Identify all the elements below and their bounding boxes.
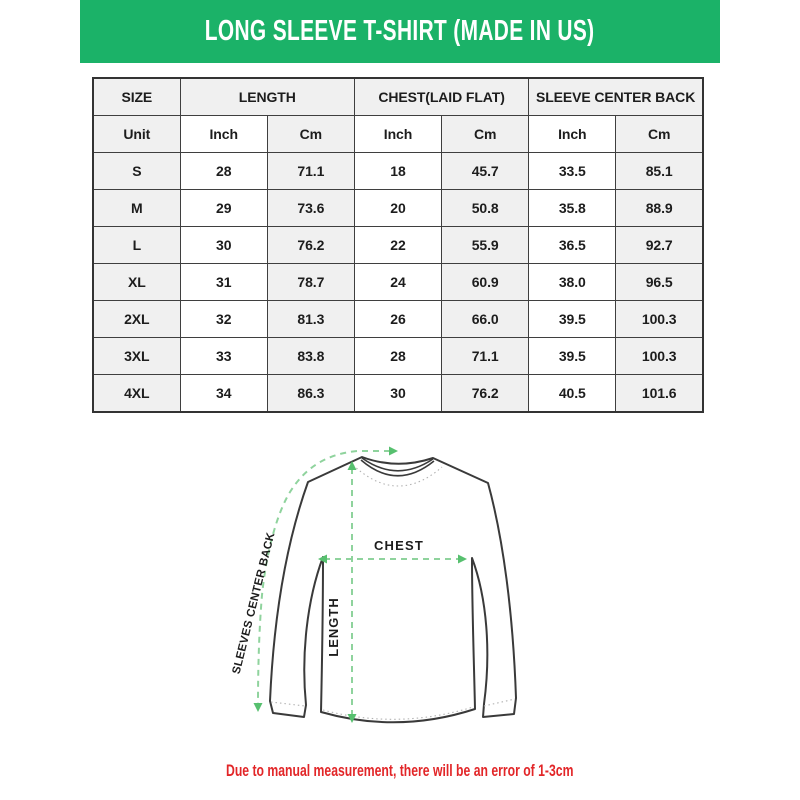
unit-header-row: Unit Inch Cm Inch Cm Inch Cm bbox=[92, 115, 704, 153]
col-header-chest: CHEST(LAID FLAT) bbox=[353, 77, 530, 116]
value-cell: 28 bbox=[353, 337, 443, 375]
arrowhead-left-icon bbox=[318, 554, 327, 564]
col-header-sleeve: SLEEVE CENTER BACK bbox=[528, 77, 704, 116]
unit-header: Unit bbox=[92, 115, 181, 153]
left-cuff-stitch bbox=[270, 701, 306, 707]
collar-rim-inner bbox=[360, 459, 435, 477]
table-row-m: M 29 73.6 20 50.8 35.8 88.9 bbox=[92, 189, 704, 227]
table-row-2xl: 2XL 32 81.3 26 66.0 39.5 100.3 bbox=[92, 300, 704, 338]
value-cell: 100.3 bbox=[615, 337, 704, 375]
value-cell: 50.8 bbox=[441, 189, 530, 227]
shirt-measurement-diagram: SLEEVES CENTER BACK LENGTH CHEST bbox=[231, 446, 517, 724]
arrowhead-up-icon bbox=[347, 461, 357, 470]
value-cell: 71.1 bbox=[266, 152, 355, 190]
length-measure-arrow: LENGTH bbox=[326, 461, 357, 723]
value-cell: 28 bbox=[179, 152, 268, 190]
length-measure-label: LENGTH bbox=[326, 597, 341, 656]
value-cell: 78.7 bbox=[266, 263, 355, 301]
shirt-silhouette bbox=[269, 456, 517, 724]
value-cell: 96.5 bbox=[615, 263, 704, 301]
value-cell: 31 bbox=[179, 263, 268, 301]
value-cell: 45.7 bbox=[441, 152, 530, 190]
size-cell: XL bbox=[92, 263, 181, 301]
arrowhead-down-icon bbox=[347, 714, 357, 723]
right-cuff-stitch bbox=[483, 698, 516, 707]
size-chart-table: SIZE LENGTH CHEST(LAID FLAT) SLEEVE CENT… bbox=[92, 77, 704, 413]
unit-header: Inch bbox=[528, 115, 617, 153]
title-banner: LONG SLEEVE T-SHIRT (MADE IN US) bbox=[80, 0, 720, 63]
value-cell: 36.5 bbox=[528, 226, 617, 264]
value-cell: 81.3 bbox=[266, 300, 355, 338]
table-row-l: L 30 76.2 22 55.9 36.5 92.7 bbox=[92, 226, 704, 264]
unit-header: Cm bbox=[441, 115, 530, 153]
disclaimer-text: Due to manual measurement, there will be… bbox=[226, 762, 574, 780]
value-cell: 39.5 bbox=[528, 337, 617, 375]
unit-header: Cm bbox=[266, 115, 355, 153]
value-cell: 66.0 bbox=[441, 300, 530, 338]
size-cell: M bbox=[92, 189, 181, 227]
value-cell: 22 bbox=[353, 226, 443, 264]
table-row-xl: XL 31 78.7 24 60.9 38.0 96.5 bbox=[92, 263, 704, 301]
value-cell: 86.3 bbox=[266, 374, 355, 413]
arrowhead-right-icon bbox=[389, 446, 398, 456]
arrowhead-down-icon bbox=[253, 703, 263, 712]
value-cell: 73.6 bbox=[266, 189, 355, 227]
value-cell: 35.8 bbox=[528, 189, 617, 227]
value-cell: 24 bbox=[353, 263, 443, 301]
value-cell: 92.7 bbox=[615, 226, 704, 264]
value-cell: 71.1 bbox=[441, 337, 530, 375]
table-row-3xl: 3XL 33 83.8 28 71.1 39.5 100.3 bbox=[92, 337, 704, 375]
group-header-row: SIZE LENGTH CHEST(LAID FLAT) SLEEVE CENT… bbox=[92, 77, 704, 116]
unit-header: Inch bbox=[179, 115, 268, 153]
measurement-disclaimer: Due to manual measurement, there will be… bbox=[0, 762, 800, 781]
value-cell: 55.9 bbox=[441, 226, 530, 264]
value-cell: 40.5 bbox=[528, 374, 617, 413]
table-row-4xl: 4XL 34 86.3 30 76.2 40.5 101.6 bbox=[92, 374, 704, 413]
size-cell: S bbox=[92, 152, 181, 190]
value-cell: 30 bbox=[353, 374, 443, 413]
value-cell: 29 bbox=[179, 189, 268, 227]
chest-measure-label: CHEST bbox=[374, 538, 424, 553]
value-cell: 85.1 bbox=[615, 152, 704, 190]
value-cell: 88.9 bbox=[615, 189, 704, 227]
value-cell: 100.3 bbox=[615, 300, 704, 338]
value-cell: 34 bbox=[179, 374, 268, 413]
value-cell: 33 bbox=[179, 337, 268, 375]
collar-stitch bbox=[352, 464, 443, 487]
value-cell: 18 bbox=[353, 152, 443, 190]
shirt-outline-graphic bbox=[269, 456, 517, 724]
chest-measure-arrow: CHEST bbox=[318, 538, 467, 564]
col-header-size: SIZE bbox=[92, 77, 181, 116]
value-cell: 30 bbox=[179, 226, 268, 264]
size-cell: 3XL bbox=[92, 337, 181, 375]
collar-rim-outer bbox=[361, 457, 434, 472]
value-cell: 76.2 bbox=[266, 226, 355, 264]
size-cell: 2XL bbox=[92, 300, 181, 338]
value-cell: 60.9 bbox=[441, 263, 530, 301]
value-cell: 76.2 bbox=[441, 374, 530, 413]
value-cell: 39.5 bbox=[528, 300, 617, 338]
size-cell: 4XL bbox=[92, 374, 181, 413]
sleeve-measure-label: SLEEVES CENTER BACK bbox=[231, 531, 278, 676]
value-cell: 38.0 bbox=[528, 263, 617, 301]
value-cell: 83.8 bbox=[266, 337, 355, 375]
value-cell: 26 bbox=[353, 300, 443, 338]
value-cell: 101.6 bbox=[615, 374, 704, 413]
arrowhead-right-icon bbox=[458, 554, 467, 564]
unit-header: Inch bbox=[353, 115, 443, 153]
value-cell: 20 bbox=[353, 189, 443, 227]
col-header-length: LENGTH bbox=[179, 77, 355, 116]
table-row-s: S 28 71.1 18 45.7 33.5 85.1 bbox=[92, 152, 704, 190]
size-cell: L bbox=[92, 226, 181, 264]
page-title: LONG SLEEVE T-SHIRT (MADE IN US) bbox=[205, 15, 595, 47]
unit-header: Cm bbox=[615, 115, 704, 153]
value-cell: 33.5 bbox=[528, 152, 617, 190]
value-cell: 32 bbox=[179, 300, 268, 338]
